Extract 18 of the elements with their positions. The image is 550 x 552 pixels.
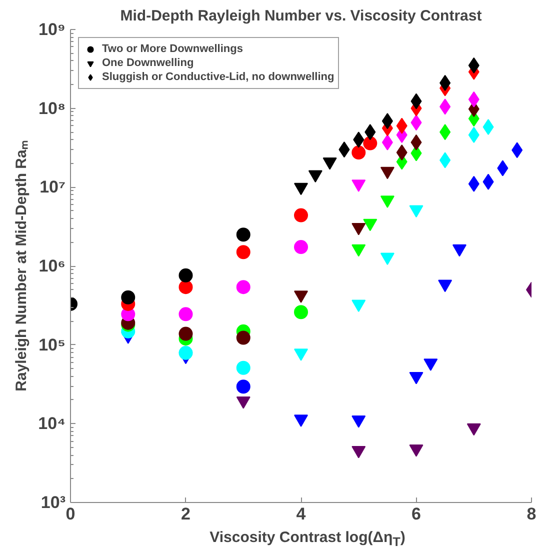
y-tick-label: 10⁹ — [38, 20, 66, 39]
legend-label: Sluggish or Conductive-Lid, no downwelling — [102, 70, 334, 84]
chart-title: Mid-Depth Rayleigh Number vs. Viscosity Contrast — [120, 8, 482, 24]
y-tick-label: 10⁵ — [38, 335, 66, 354]
y-tick-label: 10⁶ — [38, 256, 66, 276]
x-tick-label: 8 — [526, 504, 536, 524]
legend-label: Two or More Downwellings — [102, 42, 243, 56]
x-tick-label: 0 — [66, 504, 76, 524]
x-axis-title: Viscosity Contrast log(Δη$_{T}$) — [210, 528, 406, 551]
y-tick-label: 10⁷ — [40, 178, 66, 197]
y-tick-label: 10⁴ — [38, 414, 66, 434]
y-axis-title: Rayleigh Number at Mid-Depth Raₘ — [13, 140, 30, 392]
x-tick-label: 4 — [296, 504, 306, 524]
legend-label: One Downwelling — [102, 56, 194, 70]
y-tick-label: 10³ — [40, 493, 66, 512]
y-tick-label: 10⁸ — [38, 98, 66, 118]
x-tick-label: 6 — [412, 504, 421, 524]
x-tick-label: 2 — [181, 504, 190, 524]
